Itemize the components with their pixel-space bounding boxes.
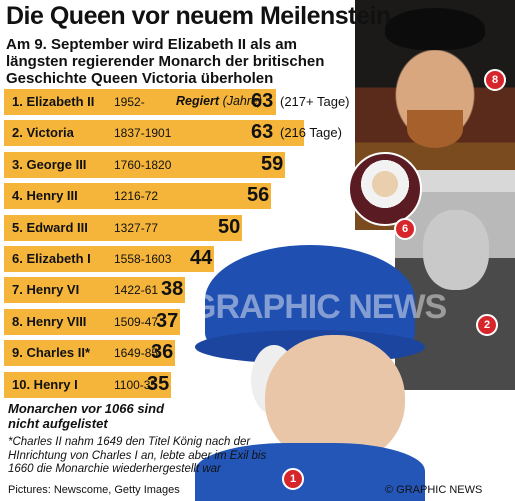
reign-period: 1760-1820 — [114, 157, 172, 172]
reign-bar — [4, 277, 185, 304]
ranking-row: 4. Henry III 1216-72 56 — [4, 183, 424, 210]
coat-shape — [195, 443, 425, 501]
footnote-pre-1066: Monarchen vor 1066 sind nicht aufgeliste… — [8, 401, 165, 431]
reign-years-value: 59 — [261, 152, 284, 175]
reign-days-note: (217+ Tage) — [280, 94, 350, 109]
reign-years-value: 63 — [251, 90, 274, 112]
ranking-row: 1. Elizabeth II 1952- Regiert (Jahre) 63 (21… — [4, 89, 424, 115]
elizabeth-ii-portrait — [195, 225, 425, 501]
reign-period: 1100-35 — [114, 377, 158, 392]
beard-shape — [407, 110, 463, 148]
ranking-row: 2. Victoria 1837-1901 63 (216 Tage) — [4, 120, 424, 147]
reign-bar — [4, 214, 242, 241]
ranking-row: 3. George III 1760-1820 59 — [4, 151, 424, 178]
monarch-name: 1. Elizabeth II — [12, 94, 95, 109]
reign-legend-label: Regiert — [176, 94, 220, 108]
ranking-row: 7. Henry VI 1422-61 38 — [4, 277, 424, 304]
reign-period: 1216-72 — [114, 189, 159, 204]
reign-bar — [4, 308, 180, 335]
reign-years-value: 38 — [161, 278, 184, 301]
reign-period: 1952- — [114, 95, 145, 109]
badge-elizabeth-i: 6 — [394, 218, 416, 240]
reign-years-value: 56 — [247, 184, 270, 207]
reign-years-value: 36 — [151, 341, 174, 364]
monarch-name: 3. George III — [12, 156, 87, 172]
reign-years-value: 35 — [147, 372, 170, 395]
badge-victoria: 2 — [476, 314, 498, 336]
ranking-row: 9. Charles II* 1649-85 36 — [4, 340, 424, 367]
picture-credits: Pictures: Newscome, Getty Images — [8, 484, 180, 496]
monarch-name: 5. Edward III — [12, 219, 88, 235]
footnote-charles-ii: *Charles II nahm 1649 den Titel König na… — [8, 436, 267, 475]
reign-bar — [4, 371, 171, 398]
reign-period: 1837-1901 — [114, 126, 172, 141]
reign-period: 1649-85 — [114, 346, 159, 361]
reign-legend: Regiert (Jahre) — [176, 94, 262, 108]
ranking-row: 10. Henry I 1100-35 35 — [4, 371, 424, 398]
reign-bar — [4, 245, 214, 272]
reign-years-value: 50 — [218, 215, 241, 238]
reign-bar — [4, 151, 285, 178]
reign-bar — [4, 340, 175, 367]
reign-years-value: 44 — [190, 246, 213, 269]
monarch-name: 2. Victoria — [12, 125, 74, 141]
monarch-name: 7. Henry VI — [12, 282, 80, 298]
reign-ranking-list: 1. Elizabeth II 1952- Regiert (Jahre) 63 (21… — [4, 89, 424, 403]
monarch-name: 4. Henry III — [12, 188, 78, 204]
ranking-row: 8. Henry VIII 1509-47 37 — [4, 308, 424, 335]
ranking-row: 6. Elizabeth I 1558-1603 44 — [4, 245, 424, 272]
reign-bar — [4, 183, 271, 210]
badge-henry-viii: 8 — [484, 69, 506, 91]
reign-period: 1558-1603 — [114, 251, 172, 266]
reign-days-note: (216 Tage) — [280, 125, 342, 141]
monarch-name: 6. Elizabeth I — [12, 250, 91, 266]
reign-period: 1422-61 — [114, 283, 159, 298]
monarch-name: 10. Henry I — [12, 376, 78, 392]
elizabeth-i-portrait — [348, 152, 422, 226]
reign-period: 1327-77 — [114, 220, 159, 235]
reign-period: 1509-47 — [114, 314, 159, 329]
graphic-news-brand: © GRAPHIC NEWS — [385, 484, 483, 496]
badge-elizabeth-ii: 1 — [282, 468, 304, 490]
page-subtitle: Am 9. September wird Elizabeth II als am… — [6, 36, 325, 87]
reign-years-value: 63 — [251, 121, 274, 144]
monarch-name: 9. Charles II* — [12, 345, 91, 361]
page-title: Die Queen vor neuem Meilenstein — [6, 2, 391, 30]
ranking-row: 5. Edward III 1327-77 50 — [4, 214, 424, 241]
reign-bar — [4, 120, 304, 147]
face-shape — [423, 210, 489, 290]
watermark-text: GRAPHIC NEWS — [190, 288, 447, 326]
hat-shape — [385, 8, 485, 50]
reign-legend-unit: (Jahre) — [222, 94, 263, 108]
monarch-name: 8. Henry VIII — [12, 313, 87, 329]
reign-bar — [4, 89, 276, 115]
reign-years-value: 37 — [156, 309, 179, 332]
